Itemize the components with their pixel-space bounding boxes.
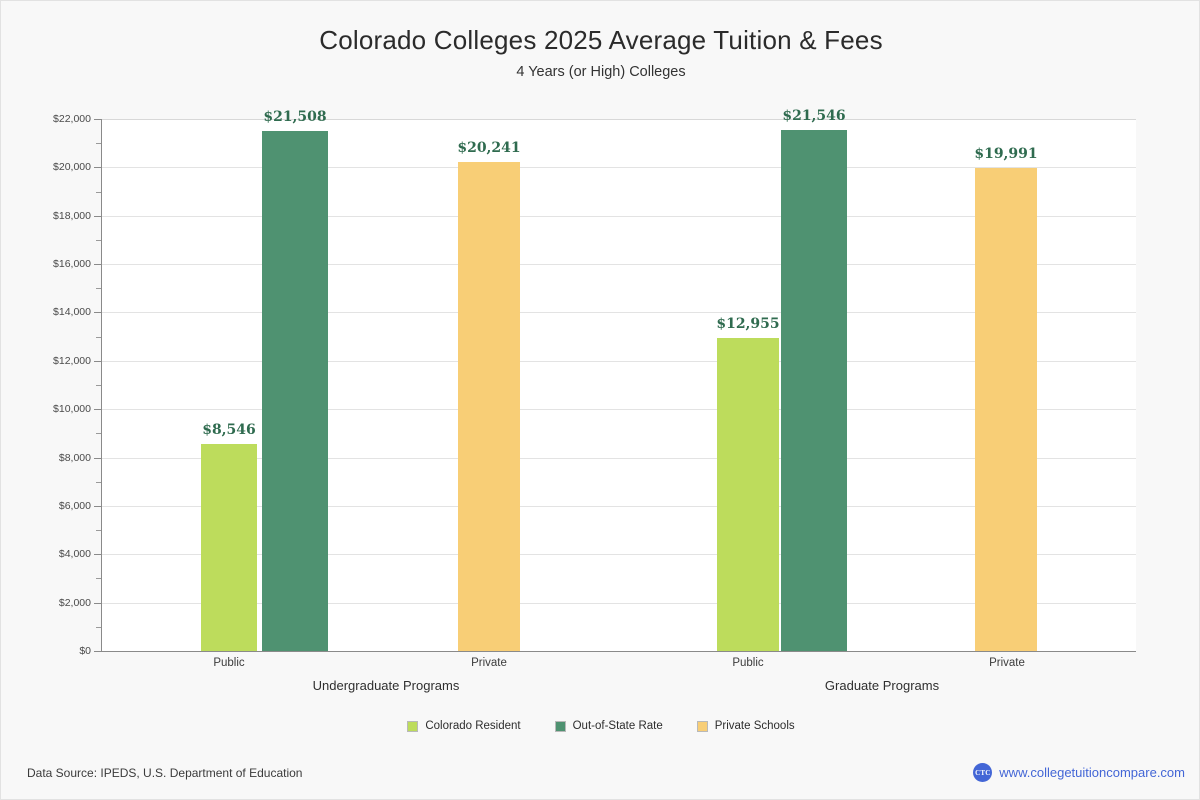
y-axis-tick-label: $20,000 — [53, 161, 91, 174]
y-axis-tick — [94, 505, 101, 507]
legend-item[interactable]: Colorado Resident — [407, 720, 521, 732]
y-axis-minor-tick — [96, 481, 101, 483]
y-axis-tick-label: $16,000 — [53, 258, 91, 271]
y-axis-tick — [94, 360, 101, 362]
data-source-note: Data Source: IPEDS, U.S. Department of E… — [27, 766, 303, 780]
y-axis-minor-tick — [96, 433, 101, 435]
y-axis-tick-label: $4,000 — [58, 548, 91, 561]
chart-subtitle: 4 Years (or High) Colleges — [516, 64, 686, 80]
y-axis-tick — [94, 651, 101, 652]
y-axis-line — [101, 119, 102, 652]
legend-label: Colorado Resident — [425, 720, 521, 732]
gridline — [101, 119, 1136, 120]
y-axis-minor-tick — [96, 288, 101, 290]
x-axis-tick-label: Public — [213, 657, 245, 669]
gridline — [101, 167, 1136, 169]
bar-value-label: $21,546 — [782, 107, 846, 124]
y-axis-tick — [94, 167, 101, 169]
gridline — [101, 264, 1136, 266]
chart-legend: Colorado Resident Out-of-State Rate Privat… — [1, 720, 1200, 732]
bar[interactable] — [717, 337, 779, 651]
gridline — [101, 409, 1136, 411]
y-axis-minor-tick — [96, 191, 101, 193]
bar-value-label: $19,991 — [974, 145, 1038, 162]
y-axis-tick-label: $6,000 — [58, 499, 91, 512]
y-axis-tick-label: $2,000 — [58, 596, 91, 609]
page-title: Colorado Colleges 2025 Average Tuition &… — [319, 25, 883, 55]
gridline — [101, 505, 1136, 507]
legend-item[interactable]: Out-of-State Rate — [554, 720, 663, 732]
bar-value-label: $21,508 — [263, 108, 327, 125]
y-axis-tick-label: $14,000 — [53, 306, 91, 319]
bar-value-label: $8,546 — [202, 422, 256, 439]
y-axis-tick — [94, 602, 101, 604]
bar[interactable] — [975, 167, 1037, 651]
bar-value-label: $12,955 — [716, 315, 780, 332]
y-axis-minor-tick — [96, 143, 101, 145]
legend-label: Private Schools — [714, 720, 795, 732]
y-axis-minor-tick — [96, 626, 101, 628]
y-axis-tick — [94, 312, 101, 314]
x-axis-tick-label: Private — [989, 657, 1025, 669]
y-axis-tick-label: $8,000 — [58, 451, 91, 464]
bar[interactable] — [781, 129, 847, 651]
y-axis-tick — [94, 119, 101, 120]
y-axis-tick — [94, 457, 101, 459]
ctc-logo-icon: CTC — [973, 763, 993, 782]
x-axis-group-label: Graduate Programs — [824, 678, 940, 693]
legend-swatch-icon — [696, 720, 708, 732]
legend-swatch-icon — [554, 720, 566, 732]
y-axis-tick-label: $10,000 — [53, 403, 91, 416]
x-axis-group-label: Undergraduate Programs — [312, 678, 460, 693]
bar[interactable] — [262, 130, 328, 651]
brand-url-link[interactable]: www.collegetuitioncompare.com — [999, 765, 1185, 780]
legend-item[interactable]: Private Schools — [696, 720, 795, 732]
y-axis-tick-label: $0 — [79, 645, 91, 657]
bar-value-label: $20,241 — [457, 139, 521, 156]
y-axis-minor-tick — [96, 578, 101, 580]
legend-swatch-icon — [407, 720, 419, 732]
y-axis-tick — [94, 264, 101, 266]
gridline — [101, 457, 1136, 459]
y-axis-tick — [94, 409, 101, 411]
y-axis-minor-tick — [96, 530, 101, 532]
bar[interactable] — [458, 161, 520, 651]
x-axis-tick-label: Public — [732, 657, 764, 669]
y-axis-minor-tick — [96, 385, 101, 386]
y-axis-tick — [94, 215, 101, 217]
y-axis-tick-label: $12,000 — [53, 354, 91, 367]
x-axis-tick-label: Private — [471, 657, 507, 669]
y-axis-tick — [94, 554, 101, 556]
y-axis-minor-tick — [96, 336, 101, 338]
brand-footer[interactable]: CTC www.collegetuitioncompare.com — [973, 763, 1185, 782]
legend-label: Out-of-State Rate — [572, 720, 663, 732]
gridline — [101, 360, 1136, 362]
y-axis-tick-label: $18,000 — [53, 209, 91, 222]
gridline — [101, 215, 1136, 217]
gridline — [101, 554, 1136, 556]
y-axis-tick-label: $22,000 — [53, 113, 91, 125]
gridline — [101, 602, 1136, 604]
y-axis-minor-tick — [96, 239, 101, 241]
x-axis-line — [101, 651, 1136, 652]
gridline — [101, 312, 1136, 314]
bar[interactable] — [201, 444, 257, 651]
